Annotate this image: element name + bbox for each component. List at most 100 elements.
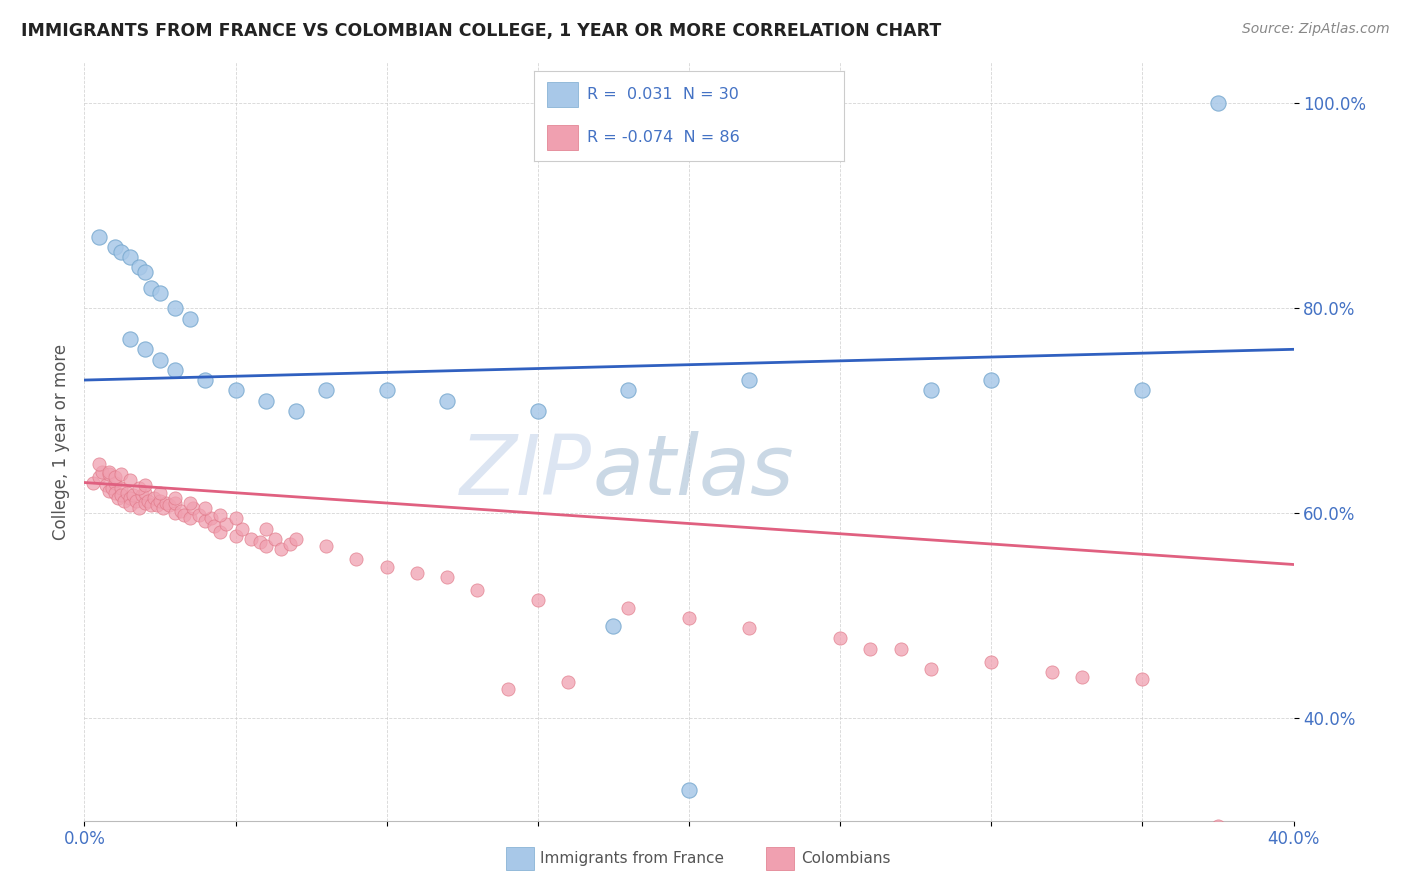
Point [375,559,398,574]
Point [157,498,180,512]
Point [134,343,156,357]
Point [112,494,135,508]
Point [170,504,193,518]
Bar [547,125,578,150]
Point [315,539,337,553]
Point [194,501,217,516]
Point [118,474,141,488]
Point [128,481,150,495]
Point [194,373,217,387]
Point [89,229,111,244]
Point [107,491,129,505]
Y-axis label: College, 1 year or more: College, 1 year or more [52,343,70,540]
Point [859,641,882,656]
Point [104,485,127,500]
Point [980,373,1002,387]
Point [165,491,187,505]
Point [128,260,150,275]
Point [920,662,942,676]
Point [110,245,132,260]
Point [97,483,120,498]
Point [165,301,187,316]
Point [890,641,912,656]
Point [557,675,579,690]
Point [97,467,120,482]
Point [200,511,222,525]
Point [121,488,143,502]
Point [980,655,1002,669]
Point [110,467,132,482]
Point [406,566,429,580]
Point [1040,665,1063,679]
Text: Source: ZipAtlas.com: Source: ZipAtlas.com [1241,22,1389,37]
Point [149,352,172,367]
Point [152,501,174,516]
Point [155,496,177,510]
Point [617,600,640,615]
Point [131,488,153,502]
Point [146,498,169,512]
Point [375,384,398,398]
Point [100,481,122,495]
Point [527,404,550,418]
Text: R =  0.031  N = 30: R = 0.031 N = 30 [586,87,738,102]
Point [181,501,204,516]
Text: IMMIGRANTS FROM FRANCE VS COLOMBIAN COLLEGE, 1 YEAR OR MORE CORRELATION CHART: IMMIGRANTS FROM FRANCE VS COLOMBIAN COLL… [21,22,942,40]
Point [149,285,172,300]
Point [215,516,238,531]
Point [436,570,458,584]
Point [346,552,368,566]
Text: ZIP: ZIP [460,432,592,512]
Point [128,501,150,516]
Point [149,485,172,500]
Point [285,404,308,418]
Point [209,524,232,539]
Point [738,621,761,635]
Point [249,535,271,549]
Point [830,632,852,646]
Point [115,485,138,500]
Point [239,532,262,546]
Point [165,363,187,377]
Bar [547,82,578,107]
Point [527,593,550,607]
Point [209,508,232,523]
Point [149,494,172,508]
Point [254,393,277,408]
Point [436,393,458,408]
Point [194,515,217,529]
Point [179,311,201,326]
Point [1130,384,1153,398]
Point [165,496,187,510]
Point [165,506,187,520]
Point [118,250,141,264]
Point [1206,819,1229,833]
Point [104,475,127,490]
Point [617,384,640,398]
Point [1071,670,1094,684]
Point [104,240,127,254]
Point [139,498,162,512]
Point [118,498,141,512]
Point [602,619,624,633]
Point [94,477,117,491]
Point [97,465,120,479]
Point [263,532,285,546]
Point [89,470,111,484]
Point [136,494,159,508]
Point [496,682,519,697]
Point [315,384,337,398]
Point [920,384,942,398]
Point [678,783,700,797]
Point [118,491,141,505]
Point [225,511,247,525]
Text: R = -0.074  N = 86: R = -0.074 N = 86 [586,130,740,145]
Point [104,470,127,484]
Point [202,518,225,533]
Point [125,494,148,508]
Point [678,611,700,625]
Point [110,481,132,495]
Point [225,384,247,398]
Point [1206,96,1229,111]
Point [134,265,156,279]
